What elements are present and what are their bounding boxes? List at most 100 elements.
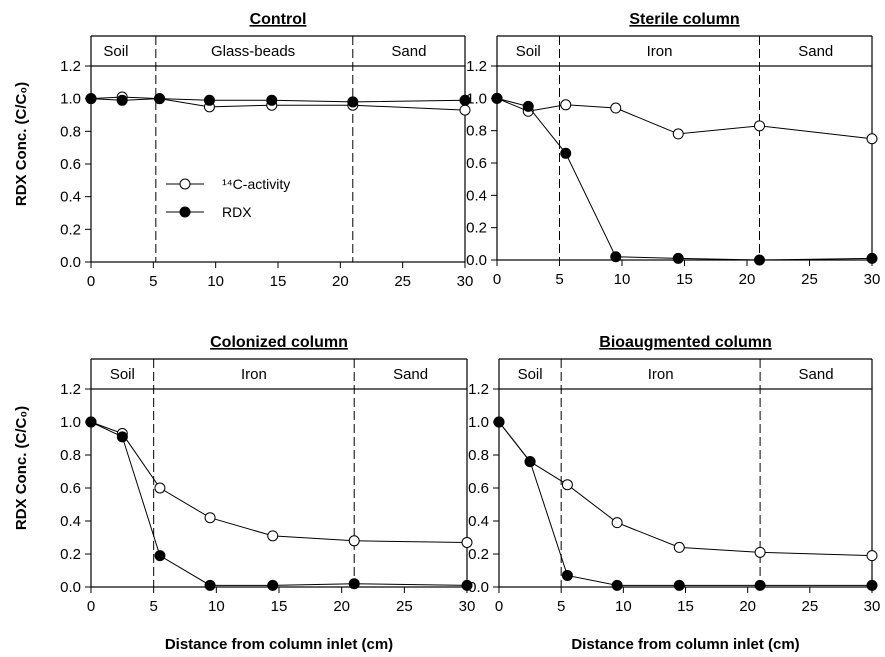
y-tick-label: 0.0: [60, 254, 81, 271]
plot-frame: [496, 65, 873, 261]
data-point-c14-activity: [561, 479, 573, 491]
data-point-c14-activity: [672, 128, 684, 140]
data-point-c14-activity: [267, 530, 279, 542]
x-tick-label: 15: [677, 598, 694, 615]
x-tick-label: 25: [396, 598, 413, 615]
x-tick-label: 0: [87, 598, 95, 615]
y-tick-label: 0.2: [60, 221, 81, 238]
y-tick-label: 0.2: [468, 546, 489, 563]
y-tick-label: 0.4: [60, 189, 81, 206]
series-line-rdx: [498, 421, 872, 586]
data-point-c14-activity: [866, 550, 878, 562]
legend-label: RDX: [222, 204, 252, 220]
x-tick-label: 10: [207, 273, 224, 290]
x-tick-label: 25: [801, 271, 818, 288]
y-tick-label: 0.0: [468, 579, 489, 596]
data-point-rdx: [754, 254, 765, 266]
x-tick-label: 30: [864, 271, 881, 288]
zone-label-sand: Sand: [391, 43, 426, 60]
x-tick-label: 5: [557, 598, 565, 615]
y-tick-label: 1.0: [466, 90, 487, 107]
x-tick-label: 30: [459, 598, 476, 615]
x-tick-label: 30: [457, 273, 474, 290]
series-line-c14-activity: [496, 97, 873, 140]
x-axis-title: Distance from column inlet (cm): [571, 636, 799, 653]
data-point-rdx: [560, 147, 572, 159]
data-point-c14-activity: [348, 535, 360, 547]
y-tick-label: 0.6: [60, 480, 81, 497]
x-axis-title: Distance from column inlet (cm): [165, 636, 393, 653]
data-point-rdx: [610, 251, 622, 263]
zone-label-soil: Soil: [110, 366, 135, 383]
data-point-rdx: [116, 431, 128, 443]
y-tick-label: 0.8: [466, 123, 487, 140]
panel-title: Bioaugmented column: [599, 334, 771, 351]
y-tick-label: 1.2: [60, 58, 81, 75]
data-point-rdx: [493, 416, 505, 428]
zone-label-glass-beads: Glass-beads: [211, 43, 295, 60]
x-tick-label: 5: [149, 598, 157, 615]
data-point-rdx: [154, 93, 166, 105]
y-tick-label: 1.2: [468, 381, 489, 398]
data-point-rdx: [267, 579, 279, 591]
data-point-c14-activity: [560, 99, 572, 111]
data-point-c14-activity: [673, 541, 685, 553]
y-tick-label: 0.8: [60, 123, 81, 140]
x-tick-label: 5: [555, 271, 563, 288]
data-point-c14-activity: [611, 517, 623, 529]
y-tick-label: 0.6: [466, 155, 487, 172]
x-tick-label: 10: [614, 271, 631, 288]
x-tick-label: 5: [149, 273, 157, 290]
zone-label-soil: Soil: [103, 43, 128, 60]
data-point-rdx: [347, 96, 359, 108]
x-tick-label: 30: [864, 598, 881, 615]
y-tick-label: 0.4: [468, 513, 489, 530]
zone-label-sand: Sand: [799, 366, 834, 383]
series-line-c14-activity: [498, 421, 873, 557]
panel-colonized-column: Colonized column Soil Iron Sand 0.0 0.2 0.4 0.6…: [13, 334, 475, 653]
data-point-rdx: [754, 579, 766, 591]
data-point-rdx: [672, 252, 684, 264]
zone-label-sand: Sand: [393, 366, 428, 383]
data-point-rdx: [611, 579, 623, 591]
zone-label-sand: Sand: [798, 43, 833, 60]
data-point-c14-activity: [461, 536, 473, 548]
zone-label-iron: Iron: [648, 366, 674, 383]
data-point-rdx: [266, 94, 278, 106]
x-tick-label: 25: [801, 598, 818, 615]
zone-label-soil: Soil: [518, 366, 543, 383]
y-tick-label: 0.8: [468, 447, 489, 464]
data-point-c14-activity: [754, 120, 765, 132]
data-point-rdx: [673, 579, 685, 591]
x-tick-label: 15: [271, 598, 288, 615]
y-axis-title: RDX Conc. (C/C₀): [13, 406, 30, 530]
data-point-c14-activity: [866, 133, 878, 145]
data-point-rdx: [154, 550, 166, 562]
x-tick-label: 20: [333, 598, 350, 615]
panel-title: Control: [250, 11, 307, 28]
x-tick-label: 20: [739, 598, 756, 615]
x-tick-label: 0: [87, 273, 95, 290]
legend: ¹⁴C-activity RDX: [166, 176, 290, 220]
legend-marker-rdx: [179, 206, 191, 218]
data-point-rdx: [866, 252, 878, 264]
y-tick-label: 0.0: [60, 579, 81, 596]
y-tick-label: 1.2: [466, 58, 487, 75]
y-tick-label: 0.8: [60, 447, 81, 464]
x-tick-label: 10: [615, 598, 632, 615]
panel-title: Colonized column: [210, 334, 348, 351]
x-tick-label: 15: [270, 273, 287, 290]
series-line-c14-activity: [90, 421, 468, 543]
panel-control: Control Soil Glass-beads Sand 0.0 0.2 0.4 0.6 0.…: [13, 11, 473, 290]
x-tick-label: 20: [332, 273, 349, 290]
data-point-rdx: [203, 94, 215, 106]
data-point-c14-activity: [610, 102, 622, 114]
legend-label: ¹⁴C-activity: [222, 176, 290, 192]
data-point-rdx: [459, 94, 471, 106]
panel-bioaugmented-column: Bioaugmented column Soil Iron Sand 0.0 0.2 0.4…: [468, 334, 880, 653]
plot-frame: [90, 65, 466, 263]
data-point-c14-activity: [204, 512, 216, 524]
y-tick-label: 0.6: [60, 156, 81, 173]
x-tick-label: 25: [394, 273, 411, 290]
